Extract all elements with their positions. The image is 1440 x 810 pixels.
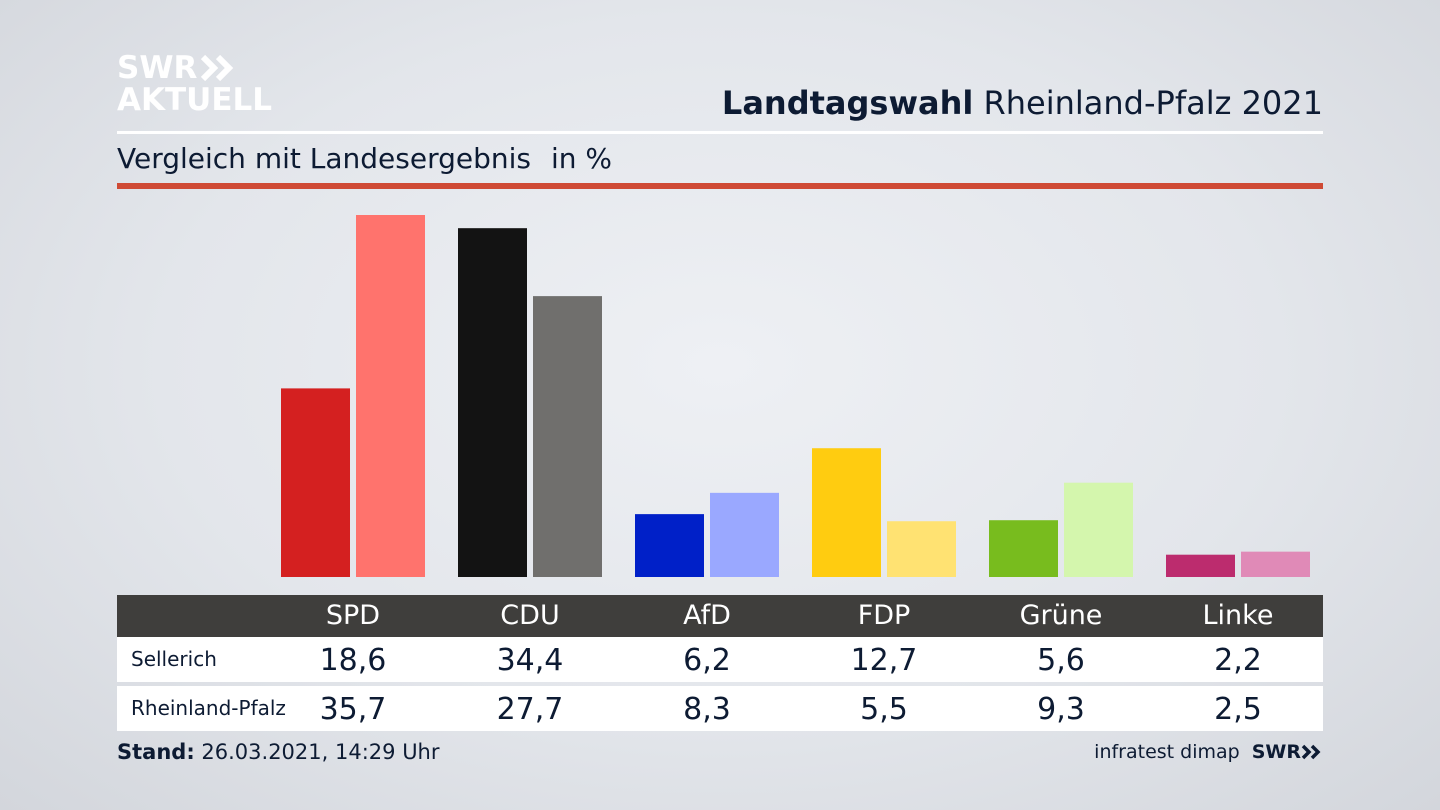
value-label: 12,7 (850, 643, 918, 678)
swr-footer-logo: SWR (1252, 741, 1323, 763)
row-label: Rheinland-Pfalz (131, 696, 286, 720)
bar-fdp-state (887, 521, 956, 577)
bar-linke-local (1166, 554, 1235, 577)
subtitle-text: Vergleich mit Landesergebnis (117, 142, 531, 175)
party-label: AfD (683, 600, 731, 631)
party-label: Linke (1202, 600, 1274, 631)
bar-chart (281, 215, 1310, 577)
bar-afd-local (635, 514, 704, 577)
row-label: Sellerich (131, 647, 217, 671)
value-label: 2,2 (1214, 643, 1262, 678)
table-row: Rheinland-Pfalz 35,7 27,7 8,3 5,5 9,3 2,5 (117, 686, 1323, 731)
value-label: 9,3 (1037, 692, 1085, 727)
bar-linke-state (1241, 551, 1310, 577)
results-table: SPD CDU AfD FDP Grüne Linke Sellerich 18,6 34,… (117, 595, 1323, 731)
value-label: 8,3 (683, 692, 731, 727)
party-label: CDU (500, 600, 560, 631)
bar-spd-local (281, 388, 350, 577)
chevrons-icon (1301, 744, 1321, 760)
title-bold: Landtagswahl (721, 84, 974, 122)
header-divider (117, 131, 1323, 134)
footer-brand: SWR (1251, 741, 1301, 763)
party-label: SPD (325, 600, 381, 631)
accent-divider (117, 183, 1323, 189)
bar-spd-state (356, 215, 425, 577)
stand-value: 26.03.2021, 14:29 Uhr (201, 740, 440, 764)
bar-afd-state (710, 492, 779, 577)
logo-line2: AKTUELL (117, 82, 273, 118)
bar-grne-state (1064, 482, 1133, 577)
value-label: 5,5 (860, 692, 908, 727)
swr-aktuell-logo: SWR AKTUELL (117, 52, 272, 116)
subtitle-unit: in % (550, 142, 613, 175)
bar-cdu-local (458, 228, 527, 577)
table-header: SPD CDU AfD FDP Grüne Linke (117, 595, 1323, 637)
source-text: infratest dimap (1094, 741, 1240, 763)
source-credit: infratest dimap SWR (1094, 741, 1323, 763)
title-rest: Rheinland-Pfalz 2021 (983, 84, 1323, 122)
stand-label: Stand: (117, 740, 195, 764)
party-label: Grüne (1019, 600, 1103, 631)
value-label: 18,6 (319, 643, 387, 678)
bar-fdp-local (812, 448, 881, 577)
logo-line1: SWR (117, 50, 198, 86)
chevrons-icon (201, 55, 234, 81)
table-row: Sellerich 18,6 34,4 6,2 12,7 5,6 2,2 (117, 637, 1323, 682)
timestamp: Stand: 26.03.2021, 14:29 Uhr (117, 740, 440, 764)
value-label: 34,4 (496, 643, 564, 678)
value-label: 27,7 (496, 692, 564, 727)
value-label: 35,7 (319, 692, 387, 727)
bar-grne-local (989, 520, 1058, 577)
page-title: Landtagswahl Rheinland-Pfalz 2021 (722, 84, 1323, 122)
value-label: 6,2 (683, 643, 731, 678)
value-label: 5,6 (1037, 643, 1085, 678)
bar-cdu-state (533, 296, 602, 577)
party-label: FDP (857, 600, 911, 631)
value-label: 2,5 (1214, 692, 1262, 727)
chart-subtitle: Vergleich mit Landesergebnis in % (117, 142, 612, 175)
